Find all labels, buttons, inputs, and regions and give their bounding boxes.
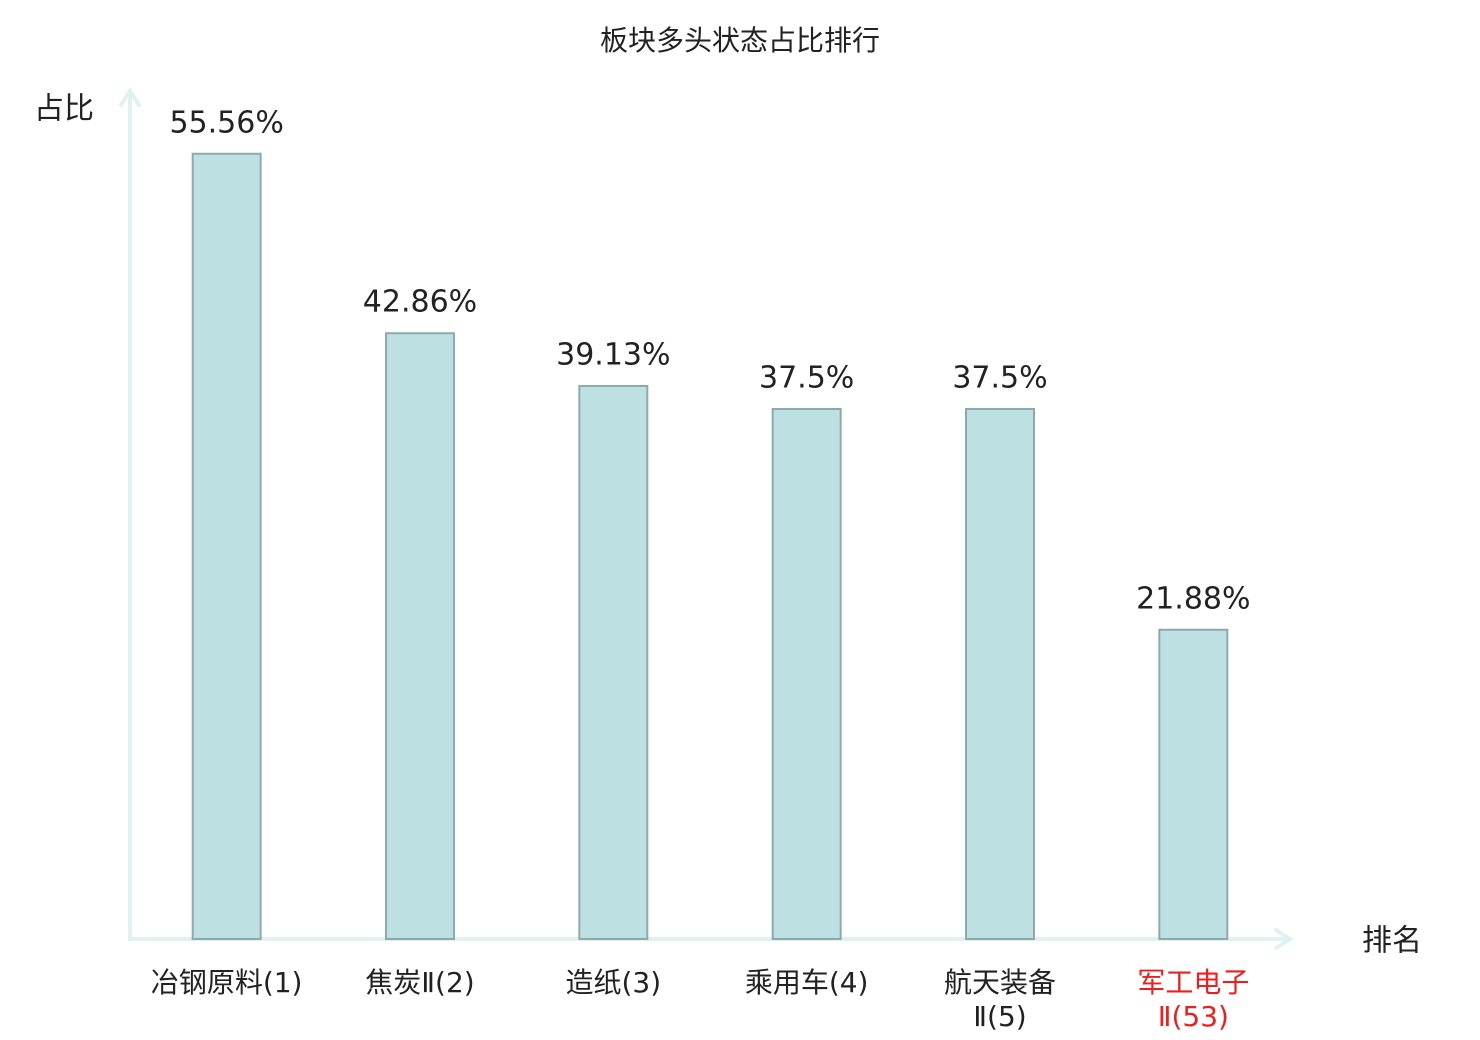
value-label: 42.86%: [363, 285, 477, 320]
x-tick-label: 焦炭Ⅱ(2): [365, 966, 475, 999]
y-axis-label: 占比: [34, 92, 94, 127]
value-label: 39.13%: [556, 337, 670, 372]
bar: [578, 384, 649, 941]
bar: [191, 152, 262, 940]
value-label: 37.5%: [759, 361, 854, 396]
value-label: 55.56%: [169, 105, 283, 140]
x-tick-label: 乘用车(4): [744, 966, 869, 999]
x-tick-label: 冶钢原料(1): [150, 966, 303, 999]
x-axis-label: 排名: [1362, 924, 1422, 959]
bar: [965, 408, 1035, 940]
bar: [771, 408, 842, 940]
chart-title: 板块多头状态占比排行: [600, 24, 880, 57]
bar: [1158, 628, 1229, 941]
value-label: 21.88%: [1136, 581, 1250, 616]
x-tick-label: 航天装备 Ⅱ(5): [943, 966, 1056, 1033]
x-tick-label: 造纸(3): [565, 966, 662, 999]
y-axis: [119, 87, 141, 941]
value-label: 37.5%: [952, 361, 1047, 396]
x-tick-label: 军工电子 Ⅱ(53): [1137, 966, 1250, 1033]
x-axis: [128, 928, 1294, 950]
bar: [385, 332, 455, 940]
